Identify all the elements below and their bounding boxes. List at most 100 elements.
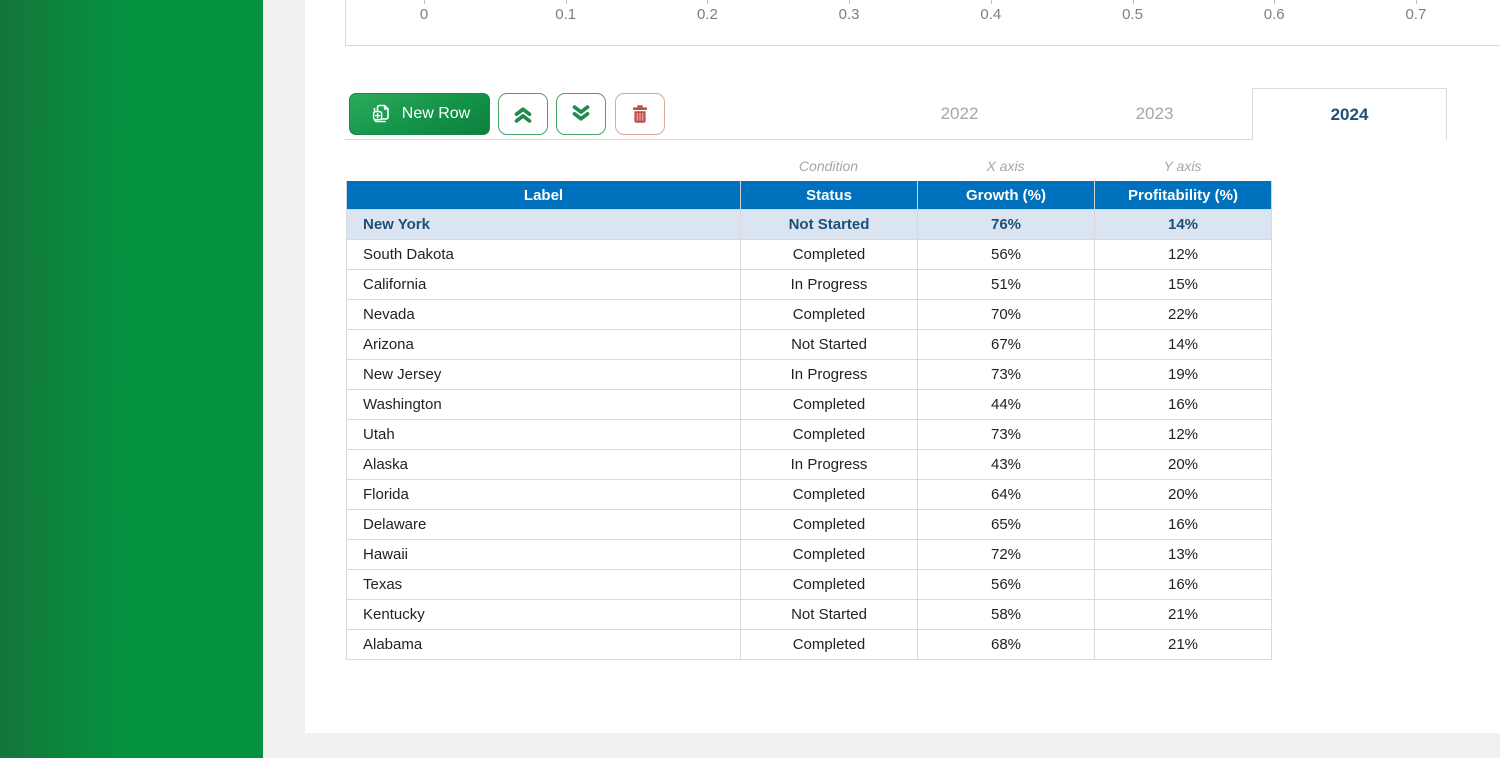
cell-status[interactable]: Not Started [740, 599, 918, 630]
x-axis-tick-mark [990, 0, 992, 4]
cell-label[interactable]: California [346, 269, 741, 300]
cell-label[interactable]: Alabama [346, 629, 741, 660]
move-row-down-button[interactable] [556, 93, 606, 135]
new-row-button[interactable]: New Row [349, 93, 490, 135]
column-header-profitability: Profitability (%) [1094, 181, 1272, 210]
cell-profitability[interactable]: 12% [1094, 239, 1272, 270]
cell-growth[interactable]: 67% [917, 329, 1095, 360]
cell-growth[interactable]: 65% [917, 509, 1095, 540]
cell-profitability[interactable]: 22% [1094, 299, 1272, 330]
main-panel: 0 0.1 0.2 0.3 0.4 0.5 0.6 0.7 New Row [305, 0, 1500, 733]
delete-row-button[interactable] [615, 93, 665, 135]
new-row-label: New Row [401, 105, 471, 122]
cell-growth[interactable]: 64% [917, 479, 1095, 510]
cell-growth[interactable]: 51% [917, 269, 1095, 300]
cell-growth[interactable]: 56% [917, 569, 1095, 600]
tab-2023[interactable]: 2023 [1135, 104, 1174, 123]
cell-growth[interactable]: 68% [917, 629, 1095, 660]
cell-profitability[interactable]: 21% [1094, 629, 1272, 660]
cell-status[interactable]: Not Started [740, 329, 918, 360]
move-row-up-button[interactable] [498, 93, 548, 135]
table-row: New Jersey In Progress 73% 19% [346, 359, 1272, 390]
cell-growth[interactable]: 76% [917, 209, 1095, 240]
cell-status[interactable]: Completed [740, 299, 918, 330]
tab-2024[interactable]: 2024 [1252, 88, 1447, 140]
cell-profitability[interactable]: 15% [1094, 269, 1272, 300]
cell-profitability[interactable]: 13% [1094, 539, 1272, 570]
cell-label[interactable]: Delaware [346, 509, 741, 540]
double-chevron-up-icon [514, 107, 532, 123]
cell-profitability[interactable]: 16% [1094, 569, 1272, 600]
cell-label[interactable]: Alaska [346, 449, 741, 480]
table-row: Florida Completed 64% 20% [346, 479, 1272, 510]
cell-status[interactable]: Completed [740, 239, 918, 270]
cell-profitability[interactable]: 20% [1094, 479, 1272, 510]
column-role-labels: Condition X axis Y axis [346, 157, 1271, 175]
cell-growth[interactable]: 43% [917, 449, 1095, 480]
cell-profitability[interactable]: 14% [1094, 329, 1272, 360]
cell-status[interactable]: Completed [740, 419, 918, 450]
cell-label[interactable]: South Dakota [346, 239, 741, 270]
cell-growth[interactable]: 73% [917, 359, 1095, 390]
cell-profitability[interactable]: 21% [1094, 599, 1272, 630]
cell-status[interactable]: In Progress [740, 269, 918, 300]
cell-profitability[interactable]: 12% [1094, 419, 1272, 450]
x-axis-tick-label: 0.6 [1263, 6, 1285, 23]
role-label-x-axis: X axis [986, 158, 1025, 174]
cell-label[interactable]: New York [346, 209, 741, 240]
cell-label[interactable]: Nevada [346, 299, 741, 330]
cell-label[interactable]: Hawaii [346, 539, 741, 570]
cell-status[interactable]: In Progress [740, 449, 918, 480]
x-axis-tick-mark [424, 0, 425, 4]
cell-growth[interactable]: 44% [917, 389, 1095, 420]
cell-growth[interactable]: 73% [917, 419, 1095, 450]
cell-status[interactable]: Completed [740, 539, 918, 570]
column-header-growth: Growth (%) [917, 181, 1095, 210]
cell-label[interactable]: Arizona [346, 329, 741, 360]
table-row: Utah Completed 73% 12% [346, 419, 1272, 450]
cell-status[interactable]: Completed [740, 569, 918, 600]
x-axis-tick-label: 0 [419, 6, 429, 23]
cell-growth[interactable]: 70% [917, 299, 1095, 330]
table-row: Kentucky Not Started 58% 21% [346, 599, 1272, 630]
x-axis-tick-label: 0.1 [555, 6, 577, 23]
cell-status[interactable]: Completed [740, 479, 918, 510]
table-row: Texas Completed 56% 16% [346, 569, 1272, 600]
x-axis-tick-label: 0.4 [980, 6, 1002, 23]
cell-profitability[interactable]: 16% [1094, 389, 1272, 420]
cell-label[interactable]: Texas [346, 569, 741, 600]
cell-label[interactable]: New Jersey [346, 359, 741, 390]
x-axis-tick-mark [1274, 0, 1276, 4]
cell-growth[interactable]: 56% [917, 239, 1095, 270]
double-chevron-down-icon [572, 105, 590, 121]
cell-growth[interactable]: 58% [917, 599, 1095, 630]
cell-growth[interactable]: 72% [917, 539, 1095, 570]
cell-status[interactable]: Completed [740, 389, 918, 420]
table-row: Hawaii Completed 72% 13% [346, 539, 1272, 570]
cell-label[interactable]: Utah [346, 419, 741, 450]
table-row: Alabama Completed 68% 21% [346, 629, 1272, 660]
column-header-status: Status [740, 181, 918, 210]
table-row: Nevada Completed 70% 22% [346, 299, 1272, 330]
cell-profitability[interactable]: 14% [1094, 209, 1272, 240]
x-axis-tick-mark [707, 0, 709, 4]
x-axis-tick-label: 0.3 [838, 6, 860, 23]
trash-icon [633, 105, 647, 123]
cell-profitability[interactable]: 20% [1094, 449, 1272, 480]
cell-profitability[interactable]: 19% [1094, 359, 1272, 390]
cell-status[interactable]: In Progress [740, 359, 918, 390]
cell-status[interactable]: Completed [740, 509, 918, 540]
table-row: California In Progress 51% 15% [346, 269, 1272, 300]
table-row: Arizona Not Started 67% 14% [346, 329, 1272, 360]
role-label-spacer [346, 157, 740, 175]
tab-2022[interactable]: 2022 [940, 104, 979, 123]
cell-profitability[interactable]: 16% [1094, 509, 1272, 540]
cell-label[interactable]: Florida [346, 479, 741, 510]
cell-label[interactable]: Kentucky [346, 599, 741, 630]
x-axis-tick-mark [849, 0, 851, 4]
cell-status[interactable]: Completed [740, 629, 918, 660]
cell-status[interactable]: Not Started [740, 209, 918, 240]
cell-label[interactable]: Washington [346, 389, 741, 420]
x-axis-tick-mark [1415, 0, 1417, 4]
x-axis-tick-mark [565, 0, 567, 4]
